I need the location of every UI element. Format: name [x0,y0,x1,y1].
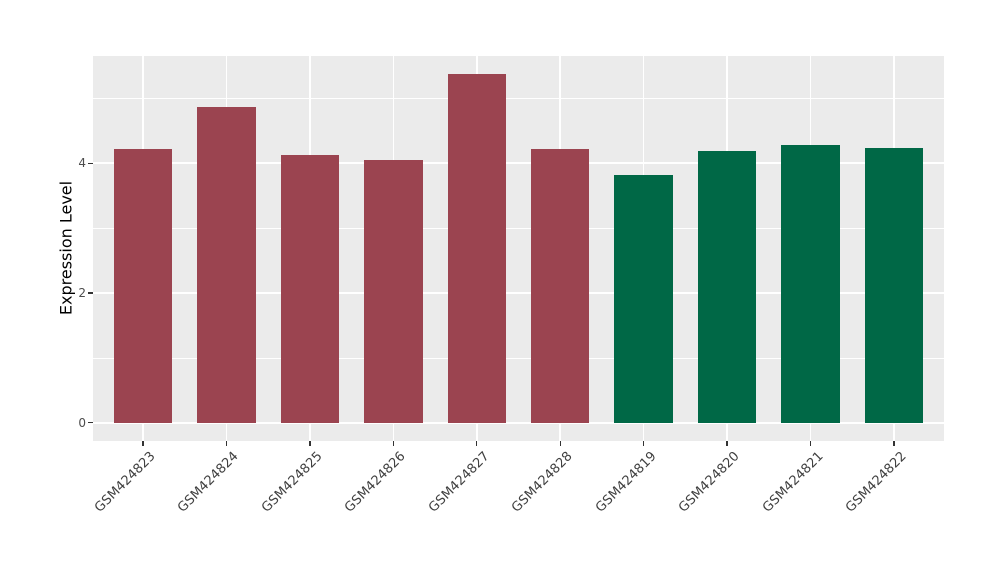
x-tick-mark-GSM424827 [476,441,478,446]
y-tick-mark-4 [88,162,93,164]
bar-GSM424827 [447,74,506,423]
x-tick-mark-GSM424826 [392,441,394,446]
x-tick-mark-GSM424825 [309,441,311,446]
y-tick-label-4: 4 [78,156,86,171]
bar-GSM424821 [781,144,840,423]
y-tick-label-0: 0 [78,415,86,430]
gridline-minor-y3 [93,228,944,229]
gridline-major-y0 [93,422,944,424]
x-tick-mark-GSM424819 [643,441,645,446]
bar-GSM424826 [364,159,423,423]
bar-GSM424824 [197,107,256,423]
x-tick-mark-GSM424821 [809,441,812,446]
gridline-minor-y1 [93,357,944,359]
y-axis-title: Expression Level [56,180,76,316]
bar-GSM424820 [697,150,757,423]
bar-GSM424822 [864,147,924,423]
x-tick-mark-GSM424823 [142,441,144,446]
gridline-major-y4 [93,162,944,164]
gridline-major-y2 [93,292,944,294]
x-tick-mark-GSM424824 [225,441,228,446]
x-tick-mark-GSM424828 [559,441,561,446]
gridline-minor-y5 [93,98,944,99]
x-tick-mark-GSM424820 [726,441,728,446]
plot-panel [93,56,944,441]
bar-GSM424819 [614,174,673,423]
y-tick-label-2: 2 [78,285,86,300]
y-tick-mark-2 [88,292,93,294]
x-tick-mark-GSM424822 [893,441,895,446]
bar-GSM424828 [531,149,590,423]
bar-GSM424825 [280,154,340,423]
y-tick-mark-0 [88,422,93,424]
bar-GSM424823 [113,149,173,423]
